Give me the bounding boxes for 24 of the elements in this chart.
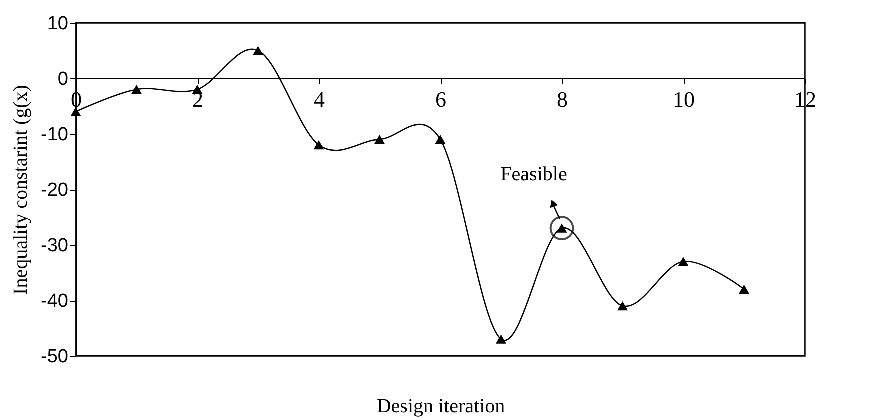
x-axis-title: Design iteration xyxy=(376,396,506,418)
x-tick-label: 10 xyxy=(673,87,695,112)
point xyxy=(253,46,264,56)
x-tick-label: 6 xyxy=(436,87,446,112)
x-tick-label: 8 xyxy=(557,87,568,112)
y-axis-title: Inequality constarint (g(x) xyxy=(10,85,32,295)
point xyxy=(314,140,324,150)
point xyxy=(678,257,689,266)
y-tick-label: -10 xyxy=(41,124,68,146)
point xyxy=(435,135,446,144)
y-tick-label: 10 xyxy=(47,14,68,34)
annotation: Feasible xyxy=(500,163,568,186)
y-tick-label: -20 xyxy=(41,180,68,201)
point xyxy=(496,334,506,344)
x-tick-label: 4 xyxy=(314,87,325,112)
point xyxy=(192,85,203,94)
point xyxy=(739,284,750,294)
point xyxy=(618,302,628,311)
point xyxy=(132,85,142,94)
y-tick-label: -40 xyxy=(41,291,68,312)
y-tick-label: -30 xyxy=(41,236,68,256)
y-tick-label: 0 xyxy=(58,69,68,90)
y-tick-label: -50 xyxy=(41,346,68,368)
point xyxy=(374,135,385,144)
